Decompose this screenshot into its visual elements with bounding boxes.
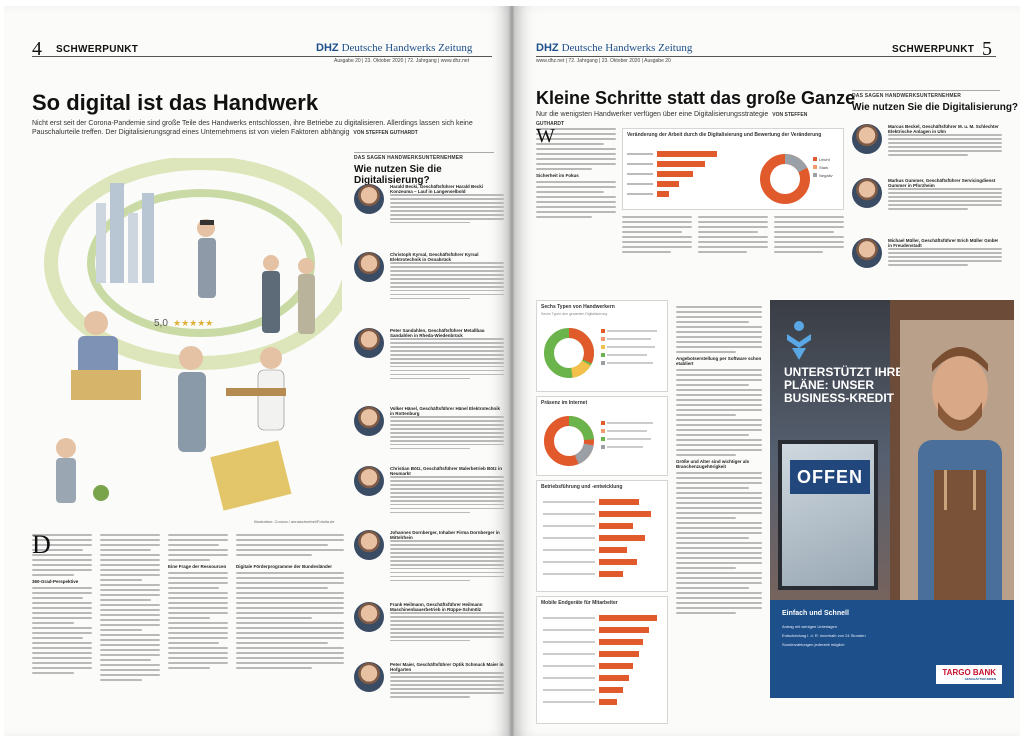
box-rule <box>354 152 494 153</box>
page-number: 4 <box>32 38 42 60</box>
body-column-2 <box>100 534 160 684</box>
figure-logo-icon <box>787 321 811 360</box>
magazine-spread: 4 SCHWERPUNKT DHZ Deutsche Handwerks Zeit… <box>4 6 1020 736</box>
bar-chart <box>543 499 651 577</box>
box-title: DAS SAGEN HANDWERKSUNTERNEHMER <box>354 155 464 161</box>
avatar <box>354 602 384 632</box>
avatar <box>852 238 882 268</box>
ad-bullet: Sonderzahlungen jederzeit möglich <box>782 642 845 647</box>
ad-headline: UNTERSTÜTZT IHRE PLÄNE: UNSER BUSINESS-K… <box>784 365 904 405</box>
section-label: SCHWERPUNKT <box>56 44 139 55</box>
page-number: 5 <box>982 38 992 60</box>
open-sign: OFFEN <box>790 460 870 494</box>
body-column-3 <box>698 216 768 256</box>
bar-and-donut-chart: Leicht Stark Negativ <box>627 151 833 204</box>
ad-box-title: Einfach und Schnell <box>782 610 849 617</box>
body-column-4 <box>774 216 844 256</box>
body-column-1: D 360-Grad-Perspektive <box>32 530 92 677</box>
bank-logo: TARGO BANK GESCHÄFTSKUNDEN <box>936 665 1002 684</box>
teaser: Nur die wenigsten Handwerker verfügen üb… <box>536 111 808 128</box>
donut-chart <box>544 416 653 466</box>
box-heading: Wie nutzen Sie die Digitalisierung? <box>354 164 442 186</box>
avatar <box>852 124 882 154</box>
avatar <box>354 530 384 560</box>
ad-bullet: Antrag mit wenigen Unterlagen <box>782 624 837 629</box>
chart-panel: Präsenz im Internet <box>536 396 668 476</box>
ad-bullet: Entscheidung i. d. R. innerhalb von 24 S… <box>782 633 866 638</box>
avatar <box>354 662 384 692</box>
section-label: SCHWERPUNKT <box>892 44 975 55</box>
donut-chart <box>544 328 657 378</box>
subhead: Größe und Alter sind wichtiger als Branc… <box>676 459 750 469</box>
body-column-5: Angebotserstellung per Software schon et… <box>676 306 762 617</box>
body-column-3: Eine Frage der Ressourcen <box>168 534 228 672</box>
page-headline: Kleine Schritte statt das große Ganze <box>536 88 856 108</box>
avatar <box>354 252 384 282</box>
publication-name: DHZ Deutsche Handwerks Zeitung <box>316 42 473 54</box>
page-headline: So digital ist das Handwerk <box>32 90 319 115</box>
ad-bullet-list: Antrag mit wenigen Unterlagen Entscheidu… <box>782 624 932 651</box>
svg-text:Negativ: Negativ <box>819 173 833 178</box>
bank-advertisement[interactable]: OFFEN UNTERSTÜTZT IHRE PLÄNE: UNSER BUSI… <box>770 300 1014 698</box>
header-rule <box>32 56 492 57</box>
svg-text:Stark: Stark <box>819 165 828 170</box>
teaser: Nicht erst seit der Corona-Pandemie sind… <box>32 120 473 137</box>
publication-name: DHZ Deutsche Handwerks Zeitung <box>536 42 693 54</box>
avatar <box>354 406 384 436</box>
drop-cap: W <box>536 125 555 147</box>
header-rule <box>536 56 996 57</box>
chart-panel: Veränderung der Arbeit durch die Digital… <box>622 128 844 210</box>
spread-gutter <box>508 6 516 736</box>
chart-panel: Betriebsführung und -entwicklung <box>536 480 668 592</box>
drop-cap: D <box>32 530 51 559</box>
issue-meta: Ausgabe 20 | 23. Oktober 2020 | 72. Jahr… <box>334 58 470 64</box>
subhead: Angebotserstellung per Software schon et… <box>676 356 762 366</box>
svg-text:5,0: 5,0 <box>154 318 168 329</box>
svg-text:Leicht: Leicht <box>819 157 831 162</box>
ad-info-box: Einfach und Schnell Antrag mit wenigen U… <box>770 600 1014 698</box>
left-page: 4 SCHWERPUNKT DHZ Deutsche Handwerks Zeit… <box>4 6 510 736</box>
subhead: Eine Frage der Ressourcen <box>168 564 227 569</box>
subhead: Sicherheit im Fokus <box>536 173 579 178</box>
body-column-2 <box>622 216 692 256</box>
chart-panel: Sechs Typen von Handwerkern Sechs Typen … <box>536 300 668 392</box>
subhead: Digitale Förderprogramme der Bundeslände… <box>236 564 333 569</box>
avatar <box>354 328 384 358</box>
svg-text:★★★★★: ★★★★★ <box>173 319 213 329</box>
chart-panel: Mobile Endgeräte für Mitarbeiter <box>536 596 668 724</box>
bar-chart <box>543 615 657 705</box>
box-title: DAS SAGEN HANDWERKSUNTERNEHMER <box>852 93 962 99</box>
avatar <box>354 466 384 496</box>
right-page: DHZ Deutsche Handwerks Zeitung SCHWERPUNK… <box>514 6 1020 736</box>
avatar <box>852 178 882 208</box>
box-heading: Wie nutzen Sie die Digitalisierung? <box>852 102 1019 113</box>
box-rule <box>852 90 1000 91</box>
subhead: 360-Grad-Perspektive <box>32 579 79 584</box>
issue-meta: www.dhz.net | 72. Jahrgang | 23. Oktober… <box>536 58 671 64</box>
body-column-1: W Sicherheit im Fokus <box>536 125 616 221</box>
avatar <box>354 184 384 214</box>
body-column-4: Digitale Förderprogramme der Bundeslände… <box>236 534 344 672</box>
digital-craft-illustration: 5,0 ★★★★★ <box>44 158 342 511</box>
illustration-caption: Illustration: Corona / annaschnebel/Foto… <box>254 519 335 524</box>
